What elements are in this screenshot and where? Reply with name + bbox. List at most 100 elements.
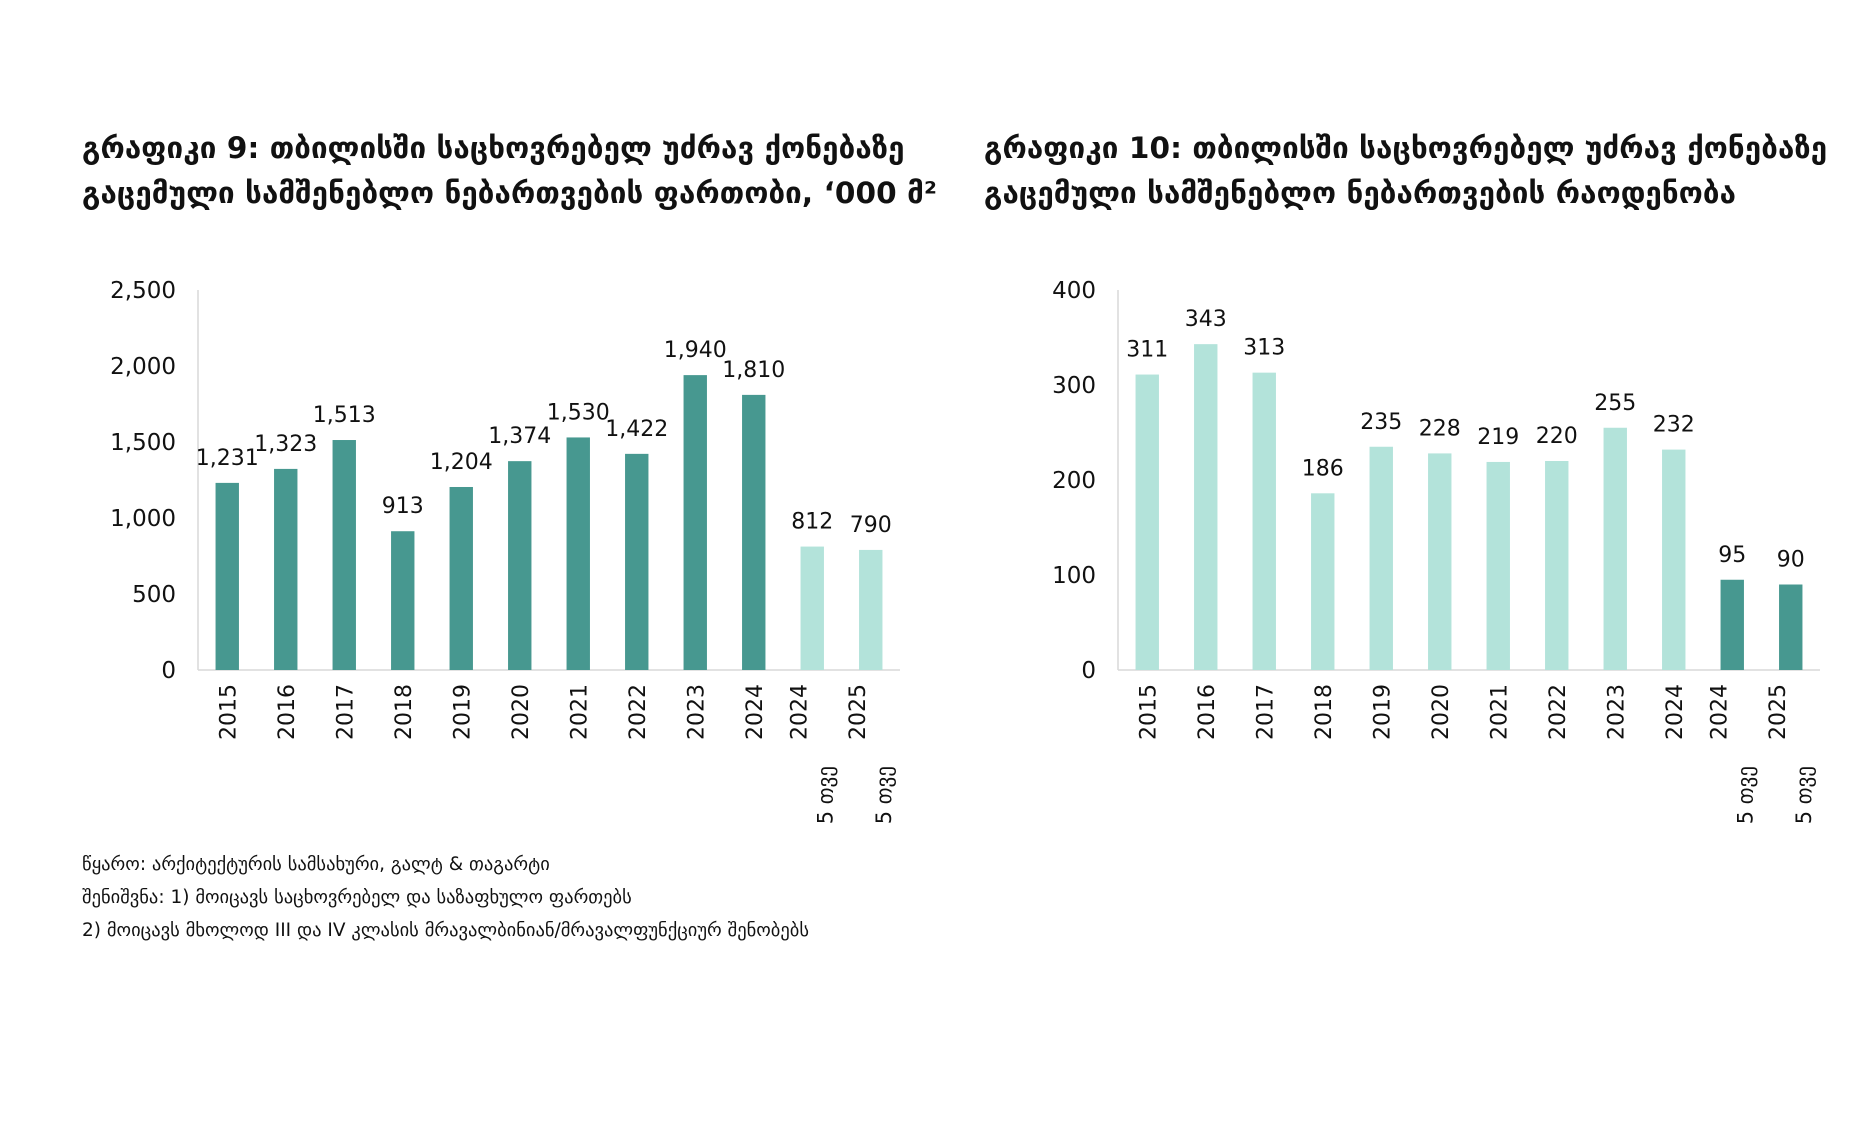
- x-tick-label: 2024: [1663, 684, 1688, 740]
- x-tick-label: 2016: [1195, 684, 1220, 740]
- data-label: 95: [1718, 543, 1746, 568]
- chart-9-title: გრაფიკი 9: თბილისში საცხოვრებელ უძრავ ქო…: [82, 131, 938, 210]
- x-tick-text: 2024: [1663, 684, 1688, 740]
- data-label: 1,374: [488, 424, 551, 449]
- bar: [1311, 493, 1335, 670]
- x-tick-text: 2016: [275, 684, 300, 740]
- data-label: 1,204: [430, 450, 493, 475]
- x-tick-label: 2023: [684, 684, 709, 740]
- x-tick-text: 2018: [1312, 684, 1337, 740]
- x-tick-text: 2019: [1370, 684, 1395, 740]
- bar: [1428, 453, 1452, 670]
- bar: [1252, 372, 1276, 670]
- data-label: 255: [1594, 391, 1636, 416]
- x-tick-text: 5 თვე: [872, 766, 896, 824]
- x-tick-text: 2023: [684, 684, 709, 740]
- bar: [1486, 461, 1510, 670]
- data-label: 1,231: [196, 446, 259, 471]
- bar: [1603, 427, 1627, 670]
- source-note: წყარო: არქიტექტურის სამსახური, გალტ & თა…: [82, 854, 550, 875]
- x-tick-text: 2019: [450, 684, 475, 740]
- x-tick-label: 2018: [1312, 684, 1337, 740]
- bar: [1779, 584, 1803, 670]
- note-2: 2) მოიცავს მხოლოდ III და IV კლასის მრავა…: [82, 920, 810, 941]
- x-tick-text: 2015: [1136, 684, 1161, 740]
- y-tick-label: 500: [132, 582, 176, 608]
- data-label: 186: [1302, 456, 1344, 481]
- bar: [391, 531, 415, 670]
- y-tick-label: 100: [1052, 563, 1096, 589]
- data-label: 313: [1243, 336, 1285, 361]
- footnotes: წყარო: არქიტექტურის სამსახური, გალტ & თა…: [82, 848, 809, 947]
- bar: [1720, 579, 1744, 670]
- x-tick-text: 2024: [1707, 684, 1732, 740]
- chart-10-plot: 0 100 200 300 400 311 2015 343 2016 313 2017 186 201…: [1052, 278, 1820, 824]
- bar: [1369, 446, 1393, 670]
- x-tick-text: 2025: [1766, 684, 1791, 740]
- x-tick-label: 2018: [392, 684, 417, 740]
- x-tick-label: 2023: [1604, 684, 1629, 740]
- bar: [566, 437, 590, 670]
- bar: [215, 482, 239, 670]
- data-label: 90: [1777, 548, 1805, 573]
- x-tick-text: 5 თვე: [1733, 766, 1757, 824]
- data-label: 220: [1536, 424, 1578, 449]
- bar: [742, 394, 766, 670]
- data-label: 1,323: [254, 432, 317, 457]
- y-tick-label: 0: [161, 658, 176, 684]
- x-tick-label: 2019: [450, 684, 475, 740]
- x-tick-text: 2017: [333, 684, 358, 740]
- x-tick-text: 2018: [392, 684, 417, 740]
- x-tick-text: 2022: [626, 684, 651, 740]
- x-tick-label: 2022: [626, 684, 651, 740]
- x-tick-text: 2025: [846, 684, 871, 740]
- y-tick-label: 1,000: [110, 506, 176, 532]
- bar: [1662, 449, 1686, 670]
- bar: [1135, 374, 1159, 670]
- x-tick-label: 2021: [1487, 684, 1512, 740]
- x-tick-text: 5 თვე: [1792, 766, 1816, 824]
- x-tick-text: 2024: [743, 684, 768, 740]
- y-tick-label: 0: [1081, 658, 1096, 684]
- x-tick-text: 2021: [567, 684, 592, 740]
- bar: [800, 546, 824, 670]
- data-label: 812: [791, 510, 833, 535]
- x-tick-text: 2016: [1195, 684, 1220, 740]
- data-label: 1,513: [313, 403, 376, 428]
- y-tick-label: 2,000: [110, 354, 176, 380]
- x-tick-text: 2015: [216, 684, 241, 740]
- x-tick-label: 2016: [275, 684, 300, 740]
- x-tick-text: 2024: [787, 684, 812, 740]
- x-tick-text: 5 თვე: [813, 766, 837, 824]
- data-label: 913: [382, 494, 424, 519]
- x-tick-label: 2017: [1253, 684, 1278, 740]
- data-label: 1,530: [547, 400, 610, 425]
- x-tick-text: 2020: [1429, 684, 1454, 740]
- data-label: 228: [1419, 416, 1461, 441]
- x-tick-label: 2024: [743, 684, 768, 740]
- bar: [859, 549, 883, 670]
- y-tick-label: 2,500: [110, 278, 176, 304]
- note-1: შენიშვნა: 1) მოიცავს საცხოვრებელ და საზა…: [82, 887, 632, 908]
- y-tick-label: 200: [1052, 468, 1096, 494]
- bar: [1545, 461, 1569, 670]
- x-tick-text: 2022: [1546, 684, 1571, 740]
- data-label: 343: [1185, 307, 1227, 332]
- data-label: 790: [850, 513, 892, 538]
- x-tick-text: 2021: [1487, 684, 1512, 740]
- x-tick-label: 2021: [567, 684, 592, 740]
- data-label: 219: [1477, 425, 1519, 450]
- x-tick-text: 2017: [1253, 684, 1278, 740]
- x-tick-text: 2020: [509, 684, 534, 740]
- bar: [508, 461, 532, 670]
- bar: [1194, 344, 1218, 670]
- x-tick-label: 2025 5 თვე: [1766, 684, 1816, 824]
- x-tick-label: 2015: [1136, 684, 1161, 740]
- chart-10-title: გრაფიკი 10: თბილისში საცხოვრებელ უძრავ ქ…: [984, 131, 1828, 210]
- x-tick-label: 2019: [1370, 684, 1395, 740]
- x-tick-label: 2017: [333, 684, 358, 740]
- x-tick-label: 2024 5 თვე: [1707, 684, 1757, 824]
- x-tick-label: 2025 5 თვე: [846, 684, 896, 824]
- x-tick-label: 2022: [1546, 684, 1571, 740]
- data-label: 235: [1360, 410, 1402, 435]
